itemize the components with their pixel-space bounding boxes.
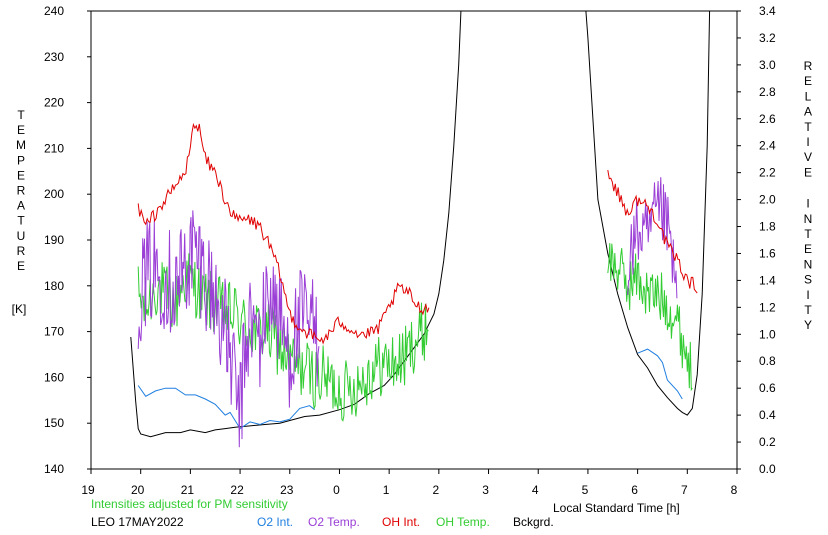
left-tick-label: 200 — [44, 187, 64, 201]
right-axis-letter: Y — [804, 318, 812, 332]
right-axis-letter: I — [806, 288, 809, 302]
x-tick-label: 5 — [582, 483, 589, 497]
series-group — [130, 11, 711, 448]
x-tick-label: 7 — [681, 483, 688, 497]
x-tick-label: 6 — [631, 483, 638, 497]
x-tick-label: 0 — [333, 483, 340, 497]
x-tick-label: 21 — [181, 483, 195, 497]
left-tick-label: 190 — [44, 233, 64, 247]
left-axis-letter: R — [17, 244, 26, 258]
series-line-ohint — [137, 122, 430, 345]
left-tick-label: 160 — [44, 370, 64, 384]
right-axis-letter: T — [804, 303, 812, 317]
right-axis-letter: I — [806, 135, 809, 149]
series-line-bkg — [130, 11, 462, 438]
left-tick-label: 150 — [44, 416, 64, 430]
right-axis-ticks: 0.0 0.2 0.4 0.6 0.8 1.0 1.2 1.4 1.6 1.8 2.0 2.2 2.4 2… — [737, 4, 776, 476]
right-tick-label: 2.6 — [759, 112, 776, 126]
left-axis-letter: T — [17, 108, 25, 122]
right-tick-label: 1.6 — [759, 246, 776, 260]
legend-ohtemp: OH Temp. — [436, 515, 490, 529]
left-tick-label: 140 — [44, 462, 64, 476]
right-tick-label: 2.8 — [759, 85, 776, 99]
right-axis-letter: E — [804, 242, 812, 256]
x-tick-label: 3 — [482, 483, 489, 497]
right-axis-letter: R — [804, 59, 813, 73]
left-tick-label: 180 — [44, 279, 64, 293]
x-tick-label: 19 — [81, 483, 95, 497]
left-axis-ticks: 140 150 160 170 180 190 200 210 220 230 240 — [44, 4, 91, 476]
x-tick-label: 1 — [383, 483, 390, 497]
right-tick-label: 2.2 — [759, 166, 776, 180]
right-axis-letter: V — [804, 150, 812, 164]
series-line-o2temp — [627, 177, 678, 299]
sensitivity-note: Intensities adjusted for PM sensitivity — [91, 497, 288, 511]
legend-o2temp: O2 Temp. — [308, 515, 360, 529]
left-axis-letter: P — [17, 153, 25, 167]
right-tick-label: 0.0 — [759, 462, 776, 476]
x-tick-label: 20 — [131, 483, 145, 497]
right-tick-label: 1.4 — [759, 273, 776, 287]
series-line-ohtemp — [607, 243, 693, 392]
left-axis-letter: E — [17, 123, 25, 137]
right-tick-label: 0.2 — [759, 435, 776, 449]
left-axis-letter: M — [16, 138, 26, 152]
x-tick-label: 2 — [433, 483, 440, 497]
left-axis-unit: [K] — [12, 302, 27, 316]
left-tick-label: 170 — [44, 325, 64, 339]
series-line-o2int — [137, 385, 315, 430]
legend-bkg: Bckgrd. — [513, 515, 554, 529]
legend-o2int: O2 Int. — [257, 515, 293, 529]
right-axis-letter: I — [806, 197, 809, 211]
left-axis-letter: E — [17, 168, 25, 182]
series-clip — [130, 11, 711, 448]
left-axis-letter: U — [17, 229, 26, 243]
x-tick-label: 8 — [731, 483, 738, 497]
x-tick-label: 4 — [532, 483, 539, 497]
right-tick-label: 3.0 — [759, 58, 776, 72]
right-axis-letter: N — [804, 212, 813, 226]
right-axis-letter: E — [804, 165, 812, 179]
station-label: LEO 17MAY2022 — [91, 515, 184, 529]
right-tick-label: 0.6 — [759, 381, 776, 395]
right-axis-letter: T — [804, 120, 812, 134]
series-line-ohtemp — [137, 253, 429, 422]
right-axis-letter: S — [804, 273, 812, 287]
right-tick-label: 3.4 — [759, 4, 776, 18]
right-axis-letter: N — [804, 257, 813, 271]
right-tick-label: 2.4 — [759, 139, 776, 153]
right-tick-label: 1.0 — [759, 327, 776, 341]
right-tick-label: 3.2 — [759, 31, 776, 45]
right-tick-label: 1.8 — [759, 220, 776, 234]
right-axis-letter: L — [805, 89, 812, 103]
x-axis-ticks: 19 20 21 22 23 0 1 2 3 4 5 6 7 8 — [81, 469, 738, 497]
x-axis-label: Local Standard Time [h] — [553, 501, 680, 515]
x-tick-label: 22 — [230, 483, 244, 497]
series-line-ohint — [607, 170, 698, 294]
right-tick-label: 1.2 — [759, 300, 776, 314]
legend-ohint: OH Int. — [382, 515, 420, 529]
series-line-o2temp — [137, 210, 320, 448]
right-tick-label: 0.4 — [759, 408, 776, 422]
left-axis-letter: R — [17, 184, 26, 198]
left-axis-letter: A — [17, 199, 25, 213]
left-axis-letter: E — [17, 259, 25, 273]
x-tick-label: 23 — [280, 483, 294, 497]
left-axis-letter: T — [17, 214, 25, 228]
left-tick-label: 240 — [44, 4, 64, 18]
series-line-bkg — [585, 11, 711, 416]
left-tick-label: 220 — [44, 96, 64, 110]
right-tick-label: 0.8 — [759, 354, 776, 368]
left-tick-label: 210 — [44, 141, 64, 155]
right-axis-letter: E — [804, 74, 812, 88]
series-line-o2int — [637, 348, 683, 400]
right-axis-letter: A — [804, 105, 812, 119]
right-axis-letter: T — [804, 227, 812, 241]
right-tick-label: 2.0 — [759, 193, 776, 207]
left-tick-label: 230 — [44, 50, 64, 64]
